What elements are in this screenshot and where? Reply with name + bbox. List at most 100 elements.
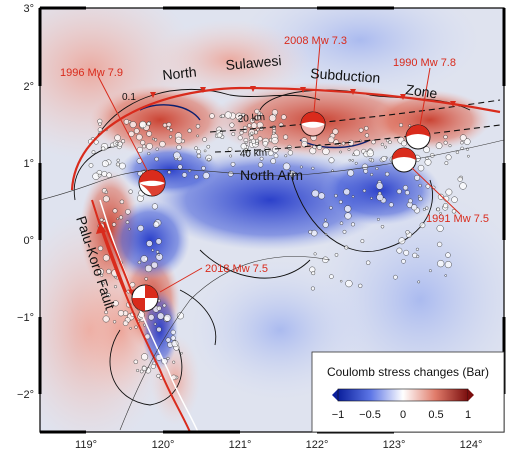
earthquake-point [194,146,198,150]
focal-mechanism-1991 [391,147,417,173]
earthquake-point [443,134,448,140]
earthquake-point [444,261,452,269]
earthquake-point [418,196,423,202]
earthquake-point [122,320,129,326]
earthquake-point [310,286,315,291]
earthquake-point [155,238,162,245]
earthquake-point [127,227,131,231]
earthquake-point [240,143,247,150]
lon-tick: 124° [460,439,483,451]
earthquake-point [273,153,279,159]
event-label-2018: 2018 Mw 7.5 [205,263,268,275]
earthquake-point [358,283,363,288]
earthquake-point [146,240,153,247]
earthquake-point [128,120,132,124]
earthquake-point [370,173,374,177]
earthquake-point [459,182,467,190]
event-label-2008: 2008 Mw 7.3 [284,35,347,47]
earthquake-point [247,123,252,128]
earthquake-point [401,258,406,264]
lat-tick: 1° [23,158,34,170]
earthquake-point [104,190,108,194]
earthquake-point [166,356,170,360]
earthquake-point [459,134,467,141]
focal-mechanism-2008 [300,111,326,137]
event-label-1990: 1990 Mw 7.8 [393,57,456,69]
event-leaders [97,43,461,293]
earthquake-point [229,122,235,128]
earthquake-point [322,221,329,228]
earthquake-point [175,136,183,144]
earthquake-point [318,192,325,200]
earthquake-point [196,134,199,138]
earthquake-point [380,142,384,146]
earthquake-point [153,221,160,228]
earthquake-point [196,149,201,154]
earthquake-point [311,229,318,237]
earthquake-point [154,138,158,142]
earthquake-point [98,122,102,126]
earthquake-point [171,340,179,348]
earthquake-point [141,366,147,372]
earthquake-point [425,156,429,160]
earthquake-point [311,271,316,276]
earthquake-point [415,247,419,251]
colorbar-max-arrow [468,389,474,401]
earthquake-point [411,204,418,211]
earthquake-point [229,154,233,158]
earthquake-point [380,224,385,229]
earthquake-point [324,218,327,222]
colorbar [337,388,469,402]
earthquake-point [334,253,339,257]
earthquake-point [351,195,355,198]
earthquake-point [196,153,202,159]
earthquake-point [259,156,264,161]
earthquake-point [146,130,152,137]
earthquake-point [393,274,398,280]
earthquake-point [180,352,183,355]
earthquake-point [444,161,449,166]
earthquake-point [140,140,146,146]
earthquake-point [163,314,172,322]
earthquake-point [143,323,146,327]
earthquake-point [170,335,176,341]
focal-mechanism-2018 [131,284,159,312]
earthquake-point [381,155,387,162]
earthquake-point [339,221,344,225]
earthquake-point [125,209,131,215]
earthquake-point [256,128,260,132]
earthquake-point [156,305,162,311]
earthquake-point [255,115,261,121]
earthquake-point [137,260,142,265]
earthquake-point [166,122,172,128]
earthquake-point [451,209,457,214]
earthquake-point [244,141,248,145]
earthquake-point [334,193,338,198]
earthquake-point [154,156,159,162]
earthquake-point [129,121,137,129]
earthquake-point [201,165,206,171]
earthquake-point [384,145,387,149]
earthquake-point [405,230,410,235]
earthquake-point [165,337,171,343]
earthquake-point [106,172,112,178]
label-north-arm: North Arm [240,167,303,183]
lon-tick: 121° [229,439,252,451]
earthquake-point [313,252,317,256]
earthquake-point [119,199,125,205]
earthquake-point [114,134,121,142]
earthquake-point [113,285,117,289]
earthquake-point [399,123,404,128]
earthquake-point [202,137,207,142]
earthquake-point [111,222,117,227]
earthquake-point [445,188,453,196]
earthquake-point [301,140,308,148]
earthquake-point [354,161,358,165]
earthquake-point [366,149,374,157]
earthquake-point [97,173,102,178]
earthquake-point [119,162,126,170]
earthquake-point [451,196,458,203]
earthquake-point [284,154,288,158]
earthquake-point [167,170,171,174]
earthquake-point [283,134,289,140]
